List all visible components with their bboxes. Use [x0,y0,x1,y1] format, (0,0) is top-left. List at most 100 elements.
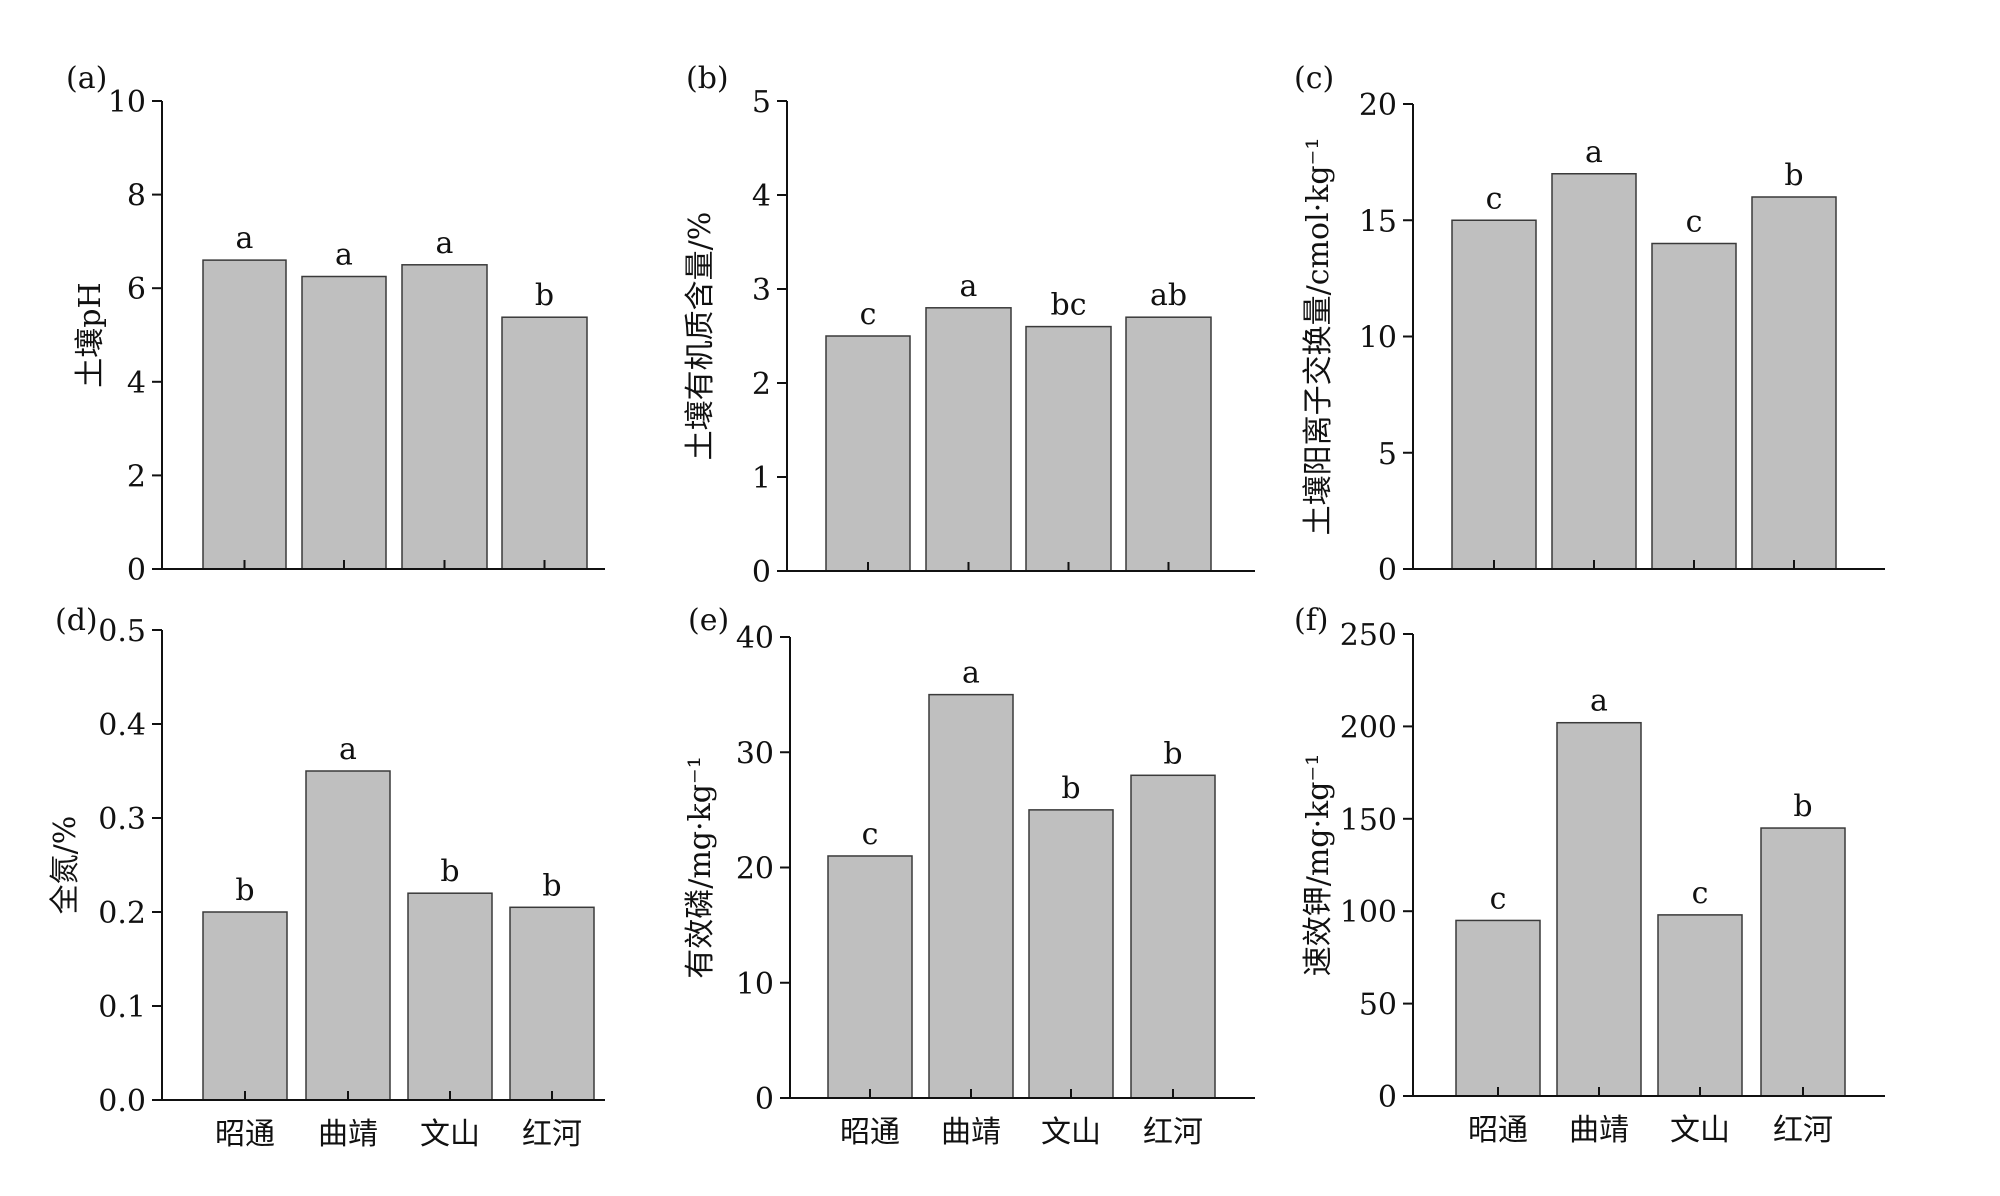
chart-panel-e: c 昭通 a 曲靖 b 文山 b 红河 0 10 20 30 40(e) 有效磷/mg·kg⁻¹ [683,603,1255,1150]
significance-label: b [1784,158,1803,193]
y-tick-label: 6 [127,272,146,307]
y-tick-label: 20 [736,852,774,887]
significance-label: b [535,278,554,313]
panel-label: (f) [1294,603,1329,638]
bar [401,264,488,570]
panel-label: (a) [66,61,107,96]
y-tick-label: 4 [752,179,771,214]
y-axis-title: 土壤阳离子交换量/cmol·kg⁻¹ [1301,138,1336,536]
y-tick-label: 1 [752,461,771,496]
y-tick-label: 100 [1340,895,1397,930]
y-tick-label: 10 [736,967,774,1002]
significance-label: c [1692,876,1709,911]
y-tick-label: 0.2 [98,896,146,931]
bar [1760,827,1846,1097]
bar [202,911,288,1101]
y-tick-label: 0.4 [98,708,146,743]
bar [1130,774,1216,1099]
significance-label: a [960,269,978,304]
significance-label: b [542,868,561,903]
y-tick-label: 150 [1340,803,1397,838]
y-tick-label: 200 [1340,710,1397,745]
significance-label: b [1061,771,1080,806]
bar [1657,914,1743,1097]
significance-label: c [1490,881,1507,916]
significance-label: c [1686,205,1703,240]
y-tick-label: 0.5 [98,614,146,649]
y-tick-label: 0 [755,1082,774,1117]
panel-label: (e) [688,603,729,638]
category-label: 昭通 [215,1117,275,1152]
bar [501,316,588,570]
y-axis-title: 土壤pH [73,282,108,387]
y-tick-label: 5 [1378,437,1397,472]
y-tick-label: 2 [752,367,771,402]
y-tick-label: 50 [1359,988,1397,1023]
bar [1451,219,1537,570]
chart-panel-a: a a a b 0 2 4 6 8 10(a) 土壤pH [66,61,605,588]
y-axis-title: 全氮/% [48,816,83,915]
y-tick-label: 0 [127,553,146,588]
y-tick-label: 0 [1378,1080,1397,1115]
y-tick-label: 0.0 [98,1084,146,1119]
category-label: 曲靖 [318,1117,378,1152]
significance-label: b [235,873,254,908]
y-tick-label: 30 [736,736,774,771]
y-tick-label: 0 [752,555,771,590]
panel-label: (c) [1294,61,1334,96]
panel-label: (b) [686,61,729,96]
chart-panel-f: c 昭通 a 曲靖 c 文山 b 红河 0 50 100 150 200 250 (f) 速效钾/mg·kg⁻… [1294,603,1885,1148]
bar [827,855,913,1099]
bar [1751,196,1837,570]
category-label: 曲靖 [941,1115,1001,1150]
significance-label: a [436,226,454,261]
y-tick-label: 250 [1340,618,1397,653]
bar [509,906,595,1101]
significance-label: b [1163,736,1182,771]
significance-label: a [1585,135,1603,170]
bar [1551,173,1637,570]
chart-panel-b: c a bc ab 0 1 2 3 4 5 (b) 土壤有机质含量/% [683,61,1255,590]
category-label: 红河 [1143,1115,1203,1150]
y-tick-label: 10 [1359,321,1397,356]
significance-label: c [860,297,877,332]
y-tick-label: 0.3 [98,802,146,837]
significance-label: b [1793,789,1812,824]
significance-label: c [862,817,879,852]
y-axis-title: 土壤有机质含量/% [683,212,718,461]
y-tick-label: 3 [752,273,771,308]
significance-label: a [335,238,353,273]
y-tick-label: 10 [108,85,146,120]
category-label: 文山 [1041,1115,1101,1150]
category-label: 红河 [1773,1113,1833,1148]
significance-label: bc [1050,288,1086,323]
bar [305,770,391,1101]
y-tick-label: 8 [127,179,146,214]
bar [928,693,1014,1099]
significance-label: c [1486,181,1503,216]
bar [407,892,493,1101]
bar [1556,721,1642,1097]
significance-label: b [440,854,459,889]
category-label: 红河 [522,1117,582,1152]
chart-panel-c: c a c b 0 5 10 15 20 (c) 土壤阳离子交换量/cmol·kg⁻¹ [1294,61,1885,588]
y-tick-label: 2 [127,459,146,494]
bar [202,259,287,570]
category-label: 文山 [1670,1113,1730,1148]
significance-label: a [236,221,254,256]
bar [1028,809,1114,1099]
bar [825,335,911,572]
y-tick-label: 0.1 [98,990,146,1025]
bar [1455,919,1541,1097]
category-label: 昭通 [840,1115,900,1150]
bar [1125,316,1212,572]
chart-panel-d: b 昭通 a 曲靖 b 文山 b 红河 0.0 0.1 0.2 0.3 0.4 0.5(d) 全氮/% [48,603,605,1152]
panel-label: (d) [55,603,98,638]
category-label: 曲靖 [1569,1113,1629,1148]
significance-label: ab [1150,278,1187,313]
bar [1651,242,1737,570]
bar [925,307,1012,572]
y-axis-title: 有效磷/mg·kg⁻¹ [683,756,718,979]
bar [1025,325,1112,572]
